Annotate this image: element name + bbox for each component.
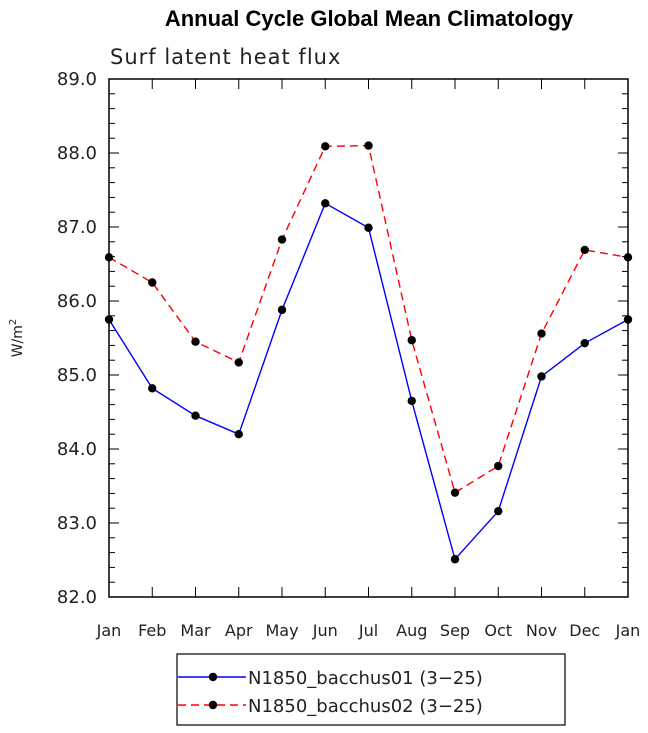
series-1-point	[191, 411, 200, 420]
axis-ticks: 82.0 83.0 84.0 85.0 86.0 87.0 88.0 89.0 Jan Feb Ma…	[57, 69, 640, 640]
series-2-point	[407, 336, 416, 345]
y-tick-label: 86.0	[57, 291, 97, 312]
series-1-point	[407, 396, 416, 406]
series-1-point	[494, 506, 503, 516]
series-1-point	[234, 430, 243, 439]
x-tick-label: Feb	[138, 621, 166, 640]
series-1-point	[277, 305, 287, 315]
y-tick-label: 82.0	[57, 587, 97, 608]
x-tick-label: Oct	[484, 621, 512, 640]
series-2-point	[321, 142, 330, 151]
series-2-point	[364, 141, 373, 150]
y-tick-label: 87.0	[57, 217, 97, 238]
x-tick-label: Apr	[225, 621, 253, 640]
y-axis-label-text: W/m	[10, 325, 26, 357]
series-2-point	[191, 337, 200, 346]
series-2-point	[537, 329, 546, 338]
series-1-point	[321, 199, 330, 208]
chart-title: Annual Cycle Global Mean Climatology	[165, 6, 574, 31]
series-2-point	[148, 278, 157, 287]
x-tick-label: Mar	[180, 621, 211, 640]
y-tick-label: 83.0	[57, 513, 97, 534]
legend-swatch-marker	[208, 700, 218, 710]
series-1-point	[450, 555, 460, 564]
legend: N1850_bacchus01 (3−25) N1850_bacchus02 (3…	[176, 653, 566, 726]
series-2-point	[580, 245, 589, 255]
series-1-point	[537, 372, 546, 381]
series-1-line	[108, 202, 629, 561]
series-2-point	[450, 488, 460, 497]
series-2-point	[277, 235, 287, 244]
legend-label: N1850_bacchus02 (3−25)	[248, 696, 483, 717]
x-tick-label: Jan	[96, 621, 122, 640]
series-2-line	[108, 144, 629, 494]
y-tick-label: 85.0	[57, 365, 97, 386]
y-axis-label: W/m2	[8, 319, 26, 358]
y-tick-label: 84.0	[57, 439, 97, 460]
series-2-point	[494, 461, 503, 471]
series-layer	[104, 141, 633, 564]
x-tick-label: Dec	[569, 621, 600, 640]
legend-box	[176, 653, 566, 726]
x-tick-label: Jan	[615, 621, 641, 640]
y-axis-label-superscript: 2	[8, 319, 19, 325]
x-tick-label: Jun	[312, 621, 338, 640]
plot-frame	[108, 78, 629, 598]
svg-text:W/m2: W/m2	[8, 319, 26, 358]
series-1-point	[148, 384, 157, 393]
y-tick-label: 88.0	[57, 143, 97, 164]
x-tick-label: May	[265, 621, 298, 640]
series-2-point	[234, 358, 243, 367]
x-tick-label: Jul	[358, 621, 378, 640]
x-tick-label: Sep	[440, 621, 470, 640]
series-1-point	[364, 223, 373, 232]
chart-subtitle: Surf latent heat flux	[110, 45, 341, 69]
x-tick-label: Nov	[526, 621, 557, 640]
legend-swatch-marker	[208, 672, 218, 682]
series-1-point	[580, 338, 589, 348]
legend-label: N1850_bacchus01 (3−25)	[248, 668, 483, 689]
y-tick-label: 89.0	[57, 69, 97, 90]
x-tick-label: Aug	[396, 621, 427, 640]
